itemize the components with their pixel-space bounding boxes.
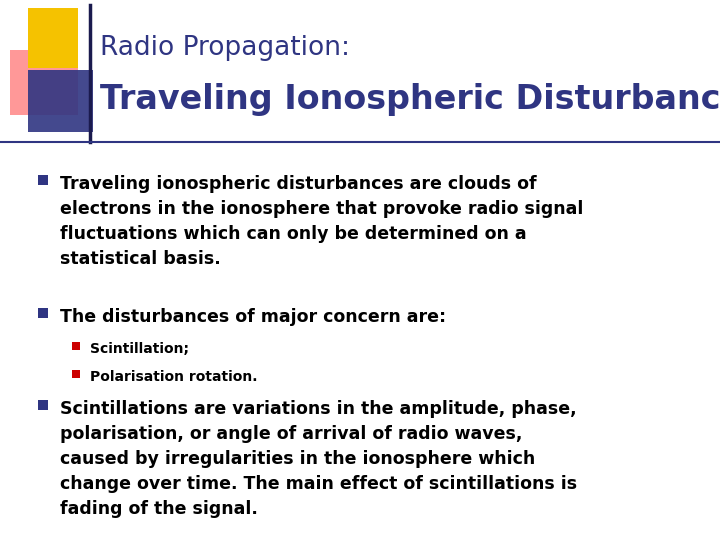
Bar <box>10 50 78 115</box>
Text: Scintillation;: Scintillation; <box>90 342 189 356</box>
Bar <box>28 8 78 68</box>
Bar <box>28 70 93 132</box>
Bar <box>38 175 48 185</box>
Bar <box>38 308 48 318</box>
Bar <box>38 400 48 410</box>
Text: Scintillations are variations in the amplitude, phase,
polarisation, or angle of: Scintillations are variations in the amp… <box>60 400 577 518</box>
Bar <box>72 342 80 350</box>
Text: Radio Propagation:: Radio Propagation: <box>100 35 350 61</box>
Text: Traveling ionospheric disturbances are clouds of
electrons in the ionosphere tha: Traveling ionospheric disturbances are c… <box>60 175 583 268</box>
Text: Traveling Ionospheric Disturbances: Traveling Ionospheric Disturbances <box>100 84 720 117</box>
Bar <box>72 370 80 378</box>
Text: Polarisation rotation.: Polarisation rotation. <box>90 370 258 384</box>
Text: The disturbances of major concern are:: The disturbances of major concern are: <box>60 308 446 326</box>
